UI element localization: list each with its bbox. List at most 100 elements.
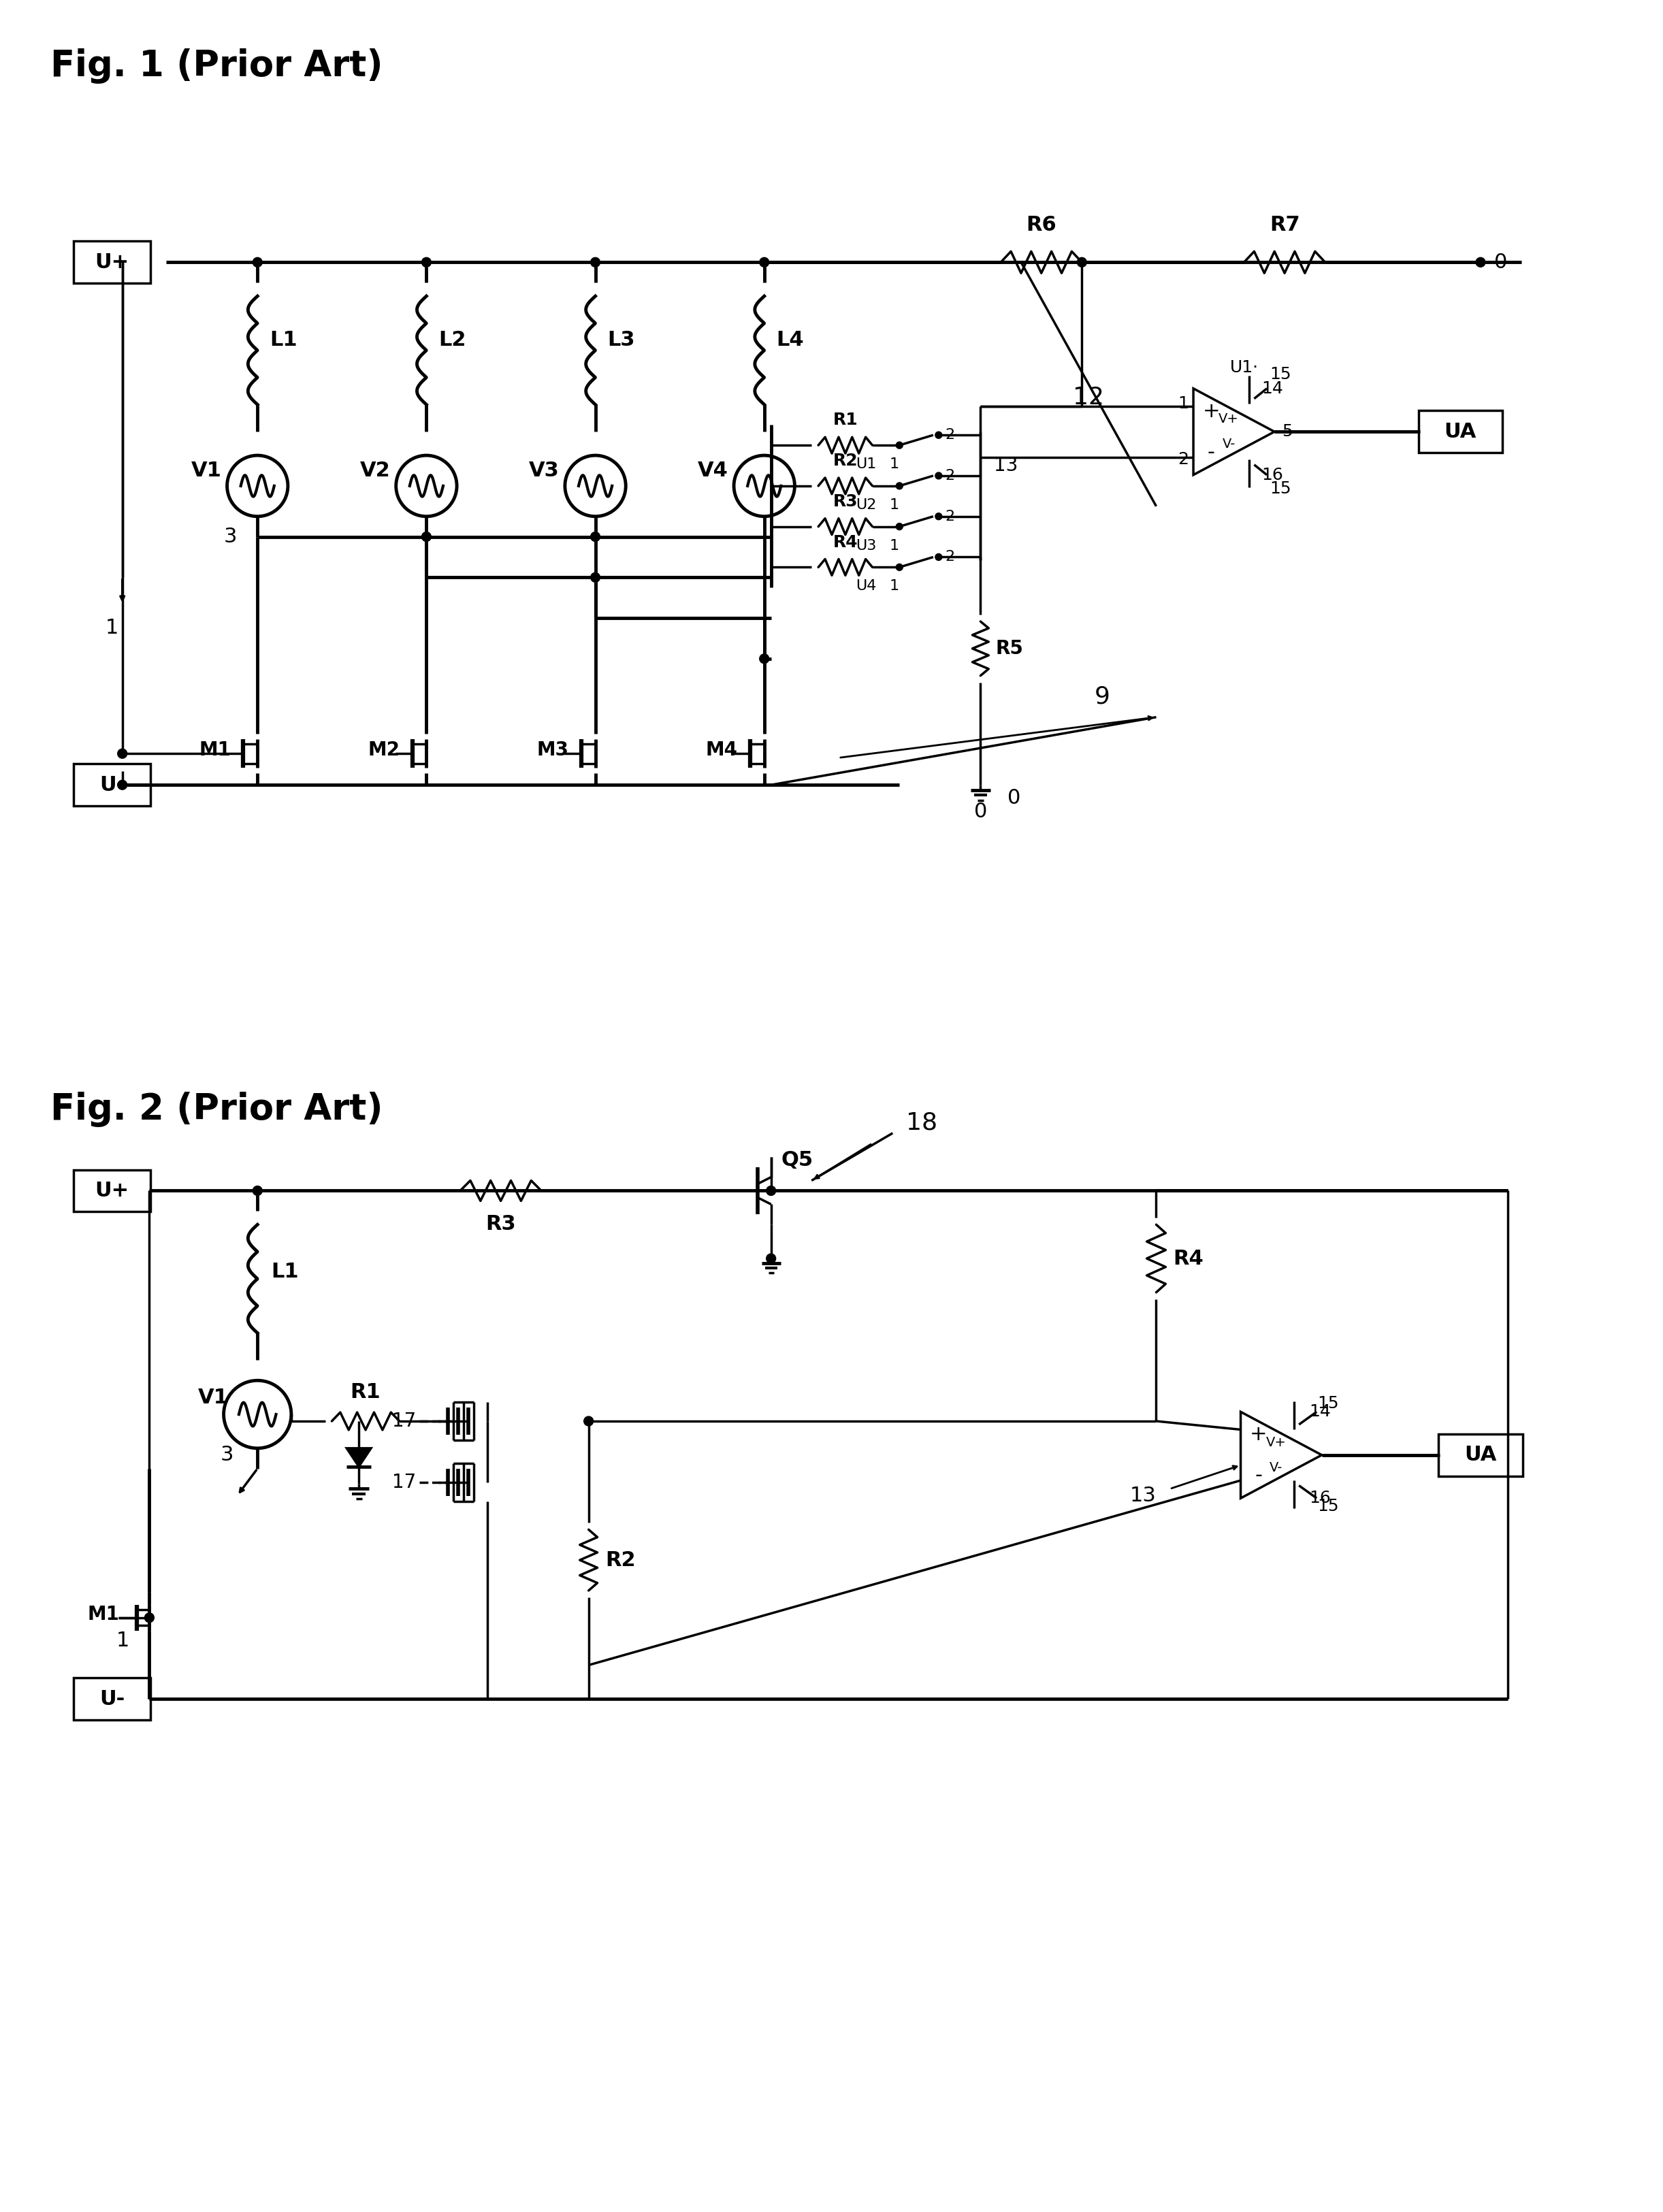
Circle shape <box>145 1613 155 1621</box>
Text: R3: R3 <box>833 493 858 509</box>
Text: V2: V2 <box>361 460 391 480</box>
Circle shape <box>1078 257 1086 268</box>
Text: R6: R6 <box>1026 215 1056 234</box>
Text: U-: U- <box>100 1690 125 1710</box>
Text: U+: U+ <box>95 252 130 272</box>
Text: L1: L1 <box>271 1263 299 1283</box>
Text: -: - <box>1207 442 1216 462</box>
Text: 1: 1 <box>105 617 118 637</box>
Text: UA: UA <box>1443 422 1477 442</box>
Text: +: + <box>1249 1425 1267 1444</box>
Text: R5: R5 <box>996 639 1023 659</box>
Circle shape <box>584 1416 594 1427</box>
Text: 2: 2 <box>945 551 955 564</box>
Text: L1: L1 <box>269 330 298 349</box>
Text: R2: R2 <box>605 1551 635 1571</box>
Text: R2: R2 <box>833 453 858 469</box>
Text: 13: 13 <box>1129 1486 1156 1506</box>
Text: 1: 1 <box>116 1630 130 1650</box>
Text: L2: L2 <box>439 330 466 349</box>
Text: 15: 15 <box>1317 1498 1339 1515</box>
Text: L4: L4 <box>777 330 805 349</box>
Text: R1: R1 <box>351 1382 381 1402</box>
Circle shape <box>253 1186 263 1194</box>
Text: 3: 3 <box>225 526 238 546</box>
Text: U3: U3 <box>855 540 876 553</box>
Text: 1: 1 <box>890 498 898 511</box>
Circle shape <box>118 781 126 790</box>
Circle shape <box>1475 257 1485 268</box>
Circle shape <box>590 531 600 542</box>
Text: 14: 14 <box>1262 380 1284 396</box>
Text: L3: L3 <box>607 330 635 349</box>
Text: 0: 0 <box>1493 252 1507 272</box>
Circle shape <box>896 442 903 449</box>
Text: 15: 15 <box>1317 1396 1339 1411</box>
Circle shape <box>422 531 431 542</box>
Text: M1: M1 <box>200 741 231 759</box>
Text: M1: M1 <box>86 1604 120 1624</box>
Text: 12: 12 <box>1073 387 1104 409</box>
Text: V-: V- <box>1222 438 1236 451</box>
Text: -: - <box>1254 1467 1262 1484</box>
Circle shape <box>118 750 126 759</box>
Text: M2: M2 <box>368 741 399 759</box>
Text: 17: 17 <box>392 1411 416 1431</box>
Circle shape <box>896 524 903 531</box>
Circle shape <box>253 257 263 268</box>
Text: V+: V+ <box>1219 411 1239 425</box>
Circle shape <box>590 257 600 268</box>
Text: M4: M4 <box>705 741 738 759</box>
Text: 1: 1 <box>890 458 898 471</box>
Text: R7: R7 <box>1269 215 1300 234</box>
Text: 2: 2 <box>1177 451 1189 467</box>
Text: 0: 0 <box>1008 787 1021 807</box>
Text: 18: 18 <box>906 1110 938 1135</box>
Text: 16: 16 <box>1262 467 1284 482</box>
Text: V4: V4 <box>698 460 728 480</box>
Text: 14: 14 <box>1309 1405 1330 1420</box>
Text: U+: U+ <box>95 1181 130 1201</box>
Circle shape <box>767 1186 775 1194</box>
Circle shape <box>935 473 941 480</box>
Text: 9: 9 <box>1094 686 1109 708</box>
Text: V3: V3 <box>529 460 559 480</box>
Circle shape <box>422 257 431 268</box>
Text: 2: 2 <box>945 509 955 524</box>
Circle shape <box>760 655 768 664</box>
Text: R4: R4 <box>1172 1248 1204 1267</box>
Text: V-: V- <box>1269 1462 1282 1473</box>
Text: Q5: Q5 <box>782 1150 813 1170</box>
Text: 1: 1 <box>1177 396 1189 411</box>
Circle shape <box>590 573 600 582</box>
Text: +: + <box>1202 403 1221 420</box>
Text: Fig. 1 (Prior Art): Fig. 1 (Prior Art) <box>50 49 382 84</box>
Text: 15: 15 <box>1269 367 1290 383</box>
Text: 13: 13 <box>994 456 1018 476</box>
Text: 17: 17 <box>392 1473 416 1491</box>
Text: R1: R1 <box>833 411 858 429</box>
Text: 2: 2 <box>945 429 955 442</box>
Text: 15: 15 <box>1269 480 1290 498</box>
Text: V1: V1 <box>198 1387 229 1407</box>
Text: M3: M3 <box>537 741 569 759</box>
Text: 0: 0 <box>975 801 988 821</box>
Text: UA: UA <box>1465 1444 1497 1464</box>
Text: V+: V+ <box>1266 1436 1285 1449</box>
Circle shape <box>935 431 941 438</box>
Text: 3: 3 <box>221 1444 234 1464</box>
Circle shape <box>935 513 941 520</box>
Text: U1·: U1· <box>1229 358 1259 376</box>
Circle shape <box>767 1254 775 1263</box>
Text: U-: U- <box>100 774 125 794</box>
Text: U1: U1 <box>855 458 876 471</box>
Polygon shape <box>346 1449 371 1467</box>
Text: U4: U4 <box>855 580 876 593</box>
Text: 16: 16 <box>1309 1491 1330 1506</box>
Circle shape <box>935 553 941 560</box>
Text: U2: U2 <box>855 498 876 511</box>
Circle shape <box>760 257 768 268</box>
Text: R3: R3 <box>486 1214 516 1234</box>
Text: 2: 2 <box>945 469 955 482</box>
Text: V1: V1 <box>191 460 221 480</box>
